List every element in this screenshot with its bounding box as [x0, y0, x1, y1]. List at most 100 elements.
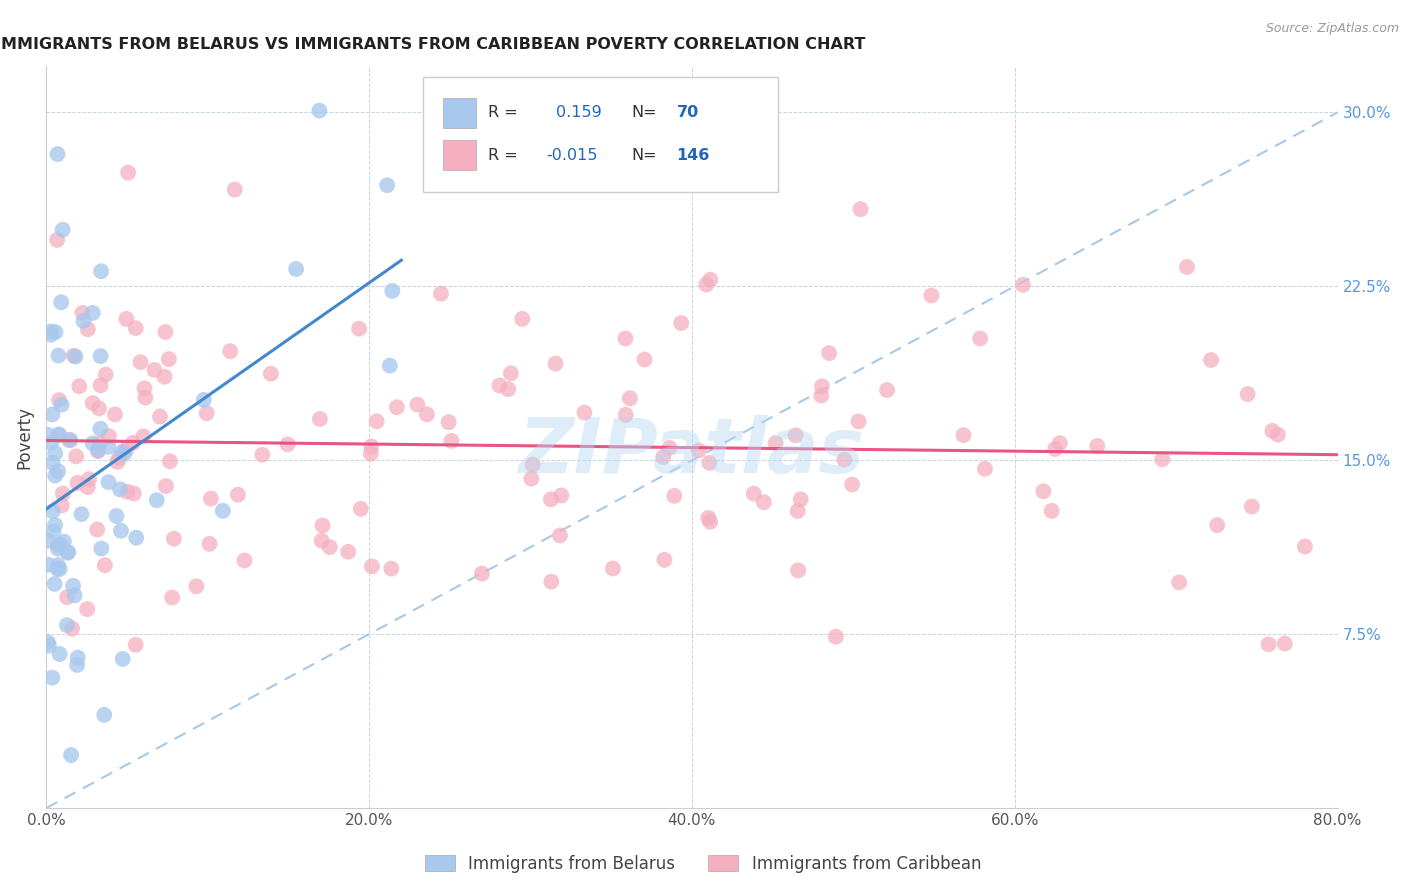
- Point: [76, 480, 98, 494]
- Point: [82, 396, 104, 410]
- Text: IMMIGRANTS FROM BELARUS VS IMMIGRANTS FROM CARIBBEAN POVERTY CORRELATION CHART: IMMIGRANTS FROM BELARUS VS IMMIGRANTS FR…: [0, 37, 865, 53]
- Point: [765, 436, 787, 450]
- Point: [1175, 260, 1198, 274]
- Point: [520, 472, 543, 486]
- Point: [1043, 442, 1066, 456]
- Point: [544, 357, 567, 371]
- Point: [669, 316, 692, 330]
- Point: [117, 166, 139, 180]
- Point: [37, 558, 59, 572]
- Point: [62, 349, 84, 363]
- Point: [818, 346, 841, 360]
- Point: [350, 501, 373, 516]
- Point: [86, 523, 108, 537]
- Point: [200, 491, 222, 506]
- Point: [46, 464, 69, 478]
- Point: [46, 147, 69, 161]
- Point: [1206, 518, 1229, 533]
- Point: [952, 428, 974, 442]
- Point: [155, 479, 177, 493]
- Point: [48, 562, 70, 576]
- Point: [65, 350, 87, 364]
- Point: [94, 558, 117, 573]
- Point: [143, 363, 166, 377]
- Y-axis label: Poverty: Poverty: [15, 406, 32, 468]
- Point: [132, 429, 155, 443]
- Point: [97, 429, 120, 443]
- Point: [233, 553, 256, 567]
- Point: [160, 591, 183, 605]
- Point: [695, 277, 717, 292]
- Point: [44, 468, 66, 483]
- Point: [380, 562, 402, 576]
- Legend: Immigrants from Belarus, Immigrants from Caribbean: Immigrants from Belarus, Immigrants from…: [418, 848, 988, 880]
- Point: [790, 492, 813, 507]
- Point: [87, 401, 110, 416]
- Point: [37, 635, 59, 649]
- Point: [51, 295, 73, 310]
- Point: [46, 233, 69, 247]
- Point: [619, 392, 641, 406]
- Point: [849, 202, 872, 216]
- Point: [1240, 500, 1263, 514]
- Point: [658, 441, 681, 455]
- Point: [841, 477, 863, 491]
- Point: [41, 456, 63, 470]
- Point: [375, 178, 398, 193]
- Point: [1199, 353, 1222, 368]
- Point: [811, 379, 834, 393]
- Point: [652, 450, 675, 464]
- Point: [72, 314, 94, 328]
- Point: [56, 618, 79, 632]
- Point: [157, 352, 180, 367]
- Point: [87, 444, 110, 458]
- Point: [58, 433, 80, 447]
- Point: [224, 182, 246, 196]
- Point: [499, 367, 522, 381]
- Point: [430, 286, 453, 301]
- Point: [337, 545, 360, 559]
- Point: [602, 561, 624, 575]
- Point: [94, 368, 117, 382]
- Point: [110, 524, 132, 538]
- Point: [440, 434, 463, 448]
- Point: [44, 446, 66, 460]
- Point: [149, 409, 172, 424]
- Point: [360, 447, 382, 461]
- Point: [786, 504, 808, 518]
- Point: [59, 433, 82, 447]
- Point: [876, 383, 898, 397]
- Point: [42, 524, 65, 539]
- Point: [285, 262, 308, 277]
- Point: [1040, 504, 1063, 518]
- Point: [105, 455, 128, 469]
- Point: [65, 450, 87, 464]
- Point: [699, 273, 721, 287]
- Point: [90, 541, 112, 556]
- Point: [1049, 436, 1071, 450]
- Bar: [443, 98, 477, 128]
- Point: [89, 436, 111, 450]
- Text: 146: 146: [676, 147, 710, 162]
- Point: [41, 671, 63, 685]
- Point: [37, 428, 59, 442]
- Text: 0.159: 0.159: [557, 105, 602, 120]
- Point: [46, 562, 69, 576]
- Point: [51, 499, 73, 513]
- Point: [574, 406, 596, 420]
- Point: [76, 322, 98, 336]
- Point: [437, 415, 460, 429]
- Point: [226, 488, 249, 502]
- Text: R =: R =: [488, 147, 517, 162]
- Point: [614, 331, 637, 345]
- Point: [44, 518, 66, 533]
- Point: [146, 493, 169, 508]
- Point: [111, 445, 134, 459]
- Point: [134, 381, 156, 395]
- Bar: [443, 140, 477, 169]
- Point: [810, 388, 832, 402]
- Point: [97, 475, 120, 490]
- Point: [112, 447, 135, 461]
- Point: [1294, 540, 1316, 554]
- Point: [974, 462, 997, 476]
